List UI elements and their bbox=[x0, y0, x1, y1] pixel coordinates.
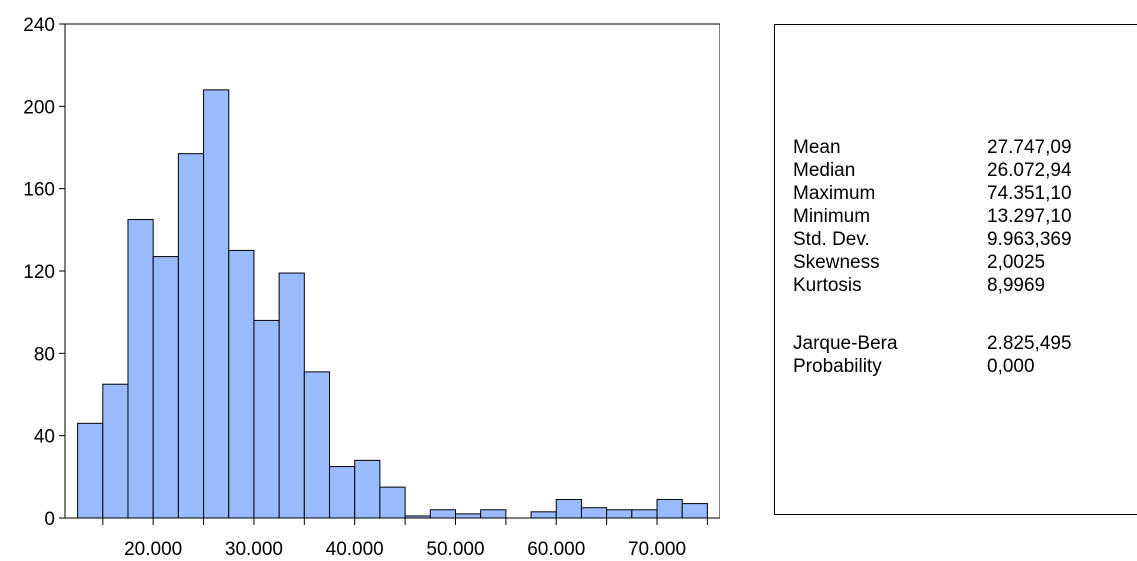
statistics-panel: Mean 27.747,09 Median 26.072,94 Maximum … bbox=[774, 24, 1137, 515]
x-tick-label: 50.000 bbox=[426, 539, 484, 560]
stat-label: Minimum bbox=[793, 206, 871, 227]
stat-value: 2,0025 bbox=[987, 252, 1046, 273]
stat-row-jarque-bera: Jarque-Bera 2.825,495 bbox=[793, 333, 1123, 354]
y-tick-label: 0 bbox=[44, 509, 55, 530]
x-tick-label: 30.000 bbox=[225, 539, 283, 560]
histogram-bar bbox=[278, 272, 305, 519]
stat-label: Mean bbox=[793, 137, 841, 158]
y-tick-label: 240 bbox=[23, 15, 55, 36]
histogram-bar bbox=[606, 509, 633, 519]
stat-label: Probability bbox=[793, 356, 882, 377]
stat-value: 26.072,94 bbox=[987, 160, 1072, 181]
stat-label: Maximum bbox=[793, 183, 876, 204]
stat-row-skewness: Skewness 2,0025 bbox=[793, 252, 1123, 273]
histogram-bar bbox=[429, 509, 456, 519]
histogram-bar bbox=[656, 498, 683, 519]
stat-row-minimum: Minimum 13.297,10 bbox=[793, 206, 1123, 227]
histogram-bar bbox=[303, 371, 331, 519]
histogram-bar bbox=[253, 319, 280, 519]
y-tick-label: 40 bbox=[34, 427, 55, 448]
x-tick-label: 70.000 bbox=[628, 539, 686, 560]
stat-value: 9.963,369 bbox=[987, 229, 1072, 250]
stat-value: 74.351,10 bbox=[987, 183, 1072, 204]
y-tick-label: 160 bbox=[23, 180, 55, 201]
histogram-bars bbox=[77, 89, 708, 519]
histogram-bar bbox=[177, 153, 205, 519]
histogram-bar bbox=[530, 511, 557, 519]
stat-row-std-dev: Std. Dev. 9.963,369 bbox=[793, 229, 1123, 250]
histogram-bar bbox=[580, 507, 608, 519]
x-tick-label: 20.000 bbox=[124, 539, 182, 560]
stat-row-median: Median 26.072,94 bbox=[793, 160, 1123, 181]
histogram-bar bbox=[203, 89, 230, 519]
stat-label: Skewness bbox=[793, 252, 880, 273]
histogram-bar bbox=[354, 459, 381, 519]
histogram-bar bbox=[152, 256, 179, 519]
x-tick-label: 40.000 bbox=[326, 539, 384, 560]
stat-row-mean: Mean 27.747,09 bbox=[793, 137, 1123, 158]
histogram-bar bbox=[555, 498, 582, 519]
histogram-bar bbox=[228, 249, 255, 519]
histogram-bar bbox=[681, 503, 708, 519]
histogram-bar bbox=[454, 513, 482, 519]
stat-row-probability: Probability 0,000 bbox=[793, 356, 1123, 377]
histogram-bar bbox=[102, 383, 129, 519]
stat-row-kurtosis: Kurtosis 8,9969 bbox=[793, 275, 1123, 296]
stat-label: Kurtosis bbox=[793, 275, 862, 296]
stat-value: 2.825,495 bbox=[987, 333, 1072, 354]
stat-value: 13.297,10 bbox=[987, 206, 1072, 227]
stat-row-maximum: Maximum 74.351,10 bbox=[793, 183, 1123, 204]
histogram-bar bbox=[631, 509, 658, 519]
stat-label: Jarque-Bera bbox=[793, 333, 898, 354]
stat-label: Std. Dev. bbox=[793, 229, 870, 250]
histogram-bar bbox=[127, 219, 154, 519]
y-tick-label: 80 bbox=[34, 344, 55, 365]
histogram-chart: 0 40 80 120 160 200 240 20.000 30.000 40.000 50.0… bbox=[23, 15, 720, 560]
x-tick-label: 60.000 bbox=[527, 539, 585, 560]
histogram-bar bbox=[379, 486, 406, 519]
stat-value: 27.747,09 bbox=[987, 137, 1072, 158]
x-axis: 20.000 30.000 40.000 50.000 60.000 70.000 bbox=[102, 518, 708, 560]
y-tick-label: 120 bbox=[23, 262, 55, 283]
histogram-bar bbox=[480, 509, 507, 519]
y-axis: 0 40 80 120 160 200 240 bbox=[23, 15, 65, 530]
stat-label: Median bbox=[793, 160, 856, 181]
histogram-bar bbox=[77, 422, 104, 519]
stat-value: 0,000 bbox=[987, 356, 1035, 377]
y-tick-label: 200 bbox=[23, 97, 55, 118]
histogram-bar bbox=[329, 466, 356, 519]
stat-value: 8,9969 bbox=[987, 275, 1046, 296]
